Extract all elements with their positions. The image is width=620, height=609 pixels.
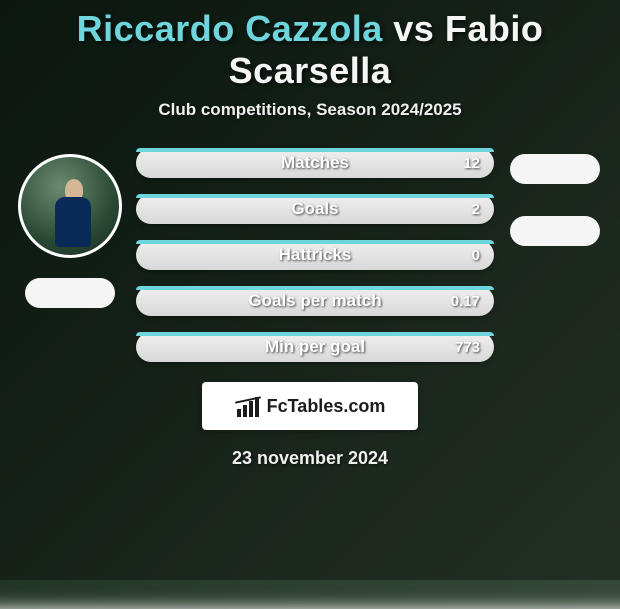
player1-pill xyxy=(25,278,115,308)
brand-box[interactable]: FcTables.com xyxy=(202,382,418,430)
date-text: 23 november 2024 xyxy=(0,448,620,469)
stat-right-value: 2 xyxy=(472,201,480,218)
player2-pill-2 xyxy=(510,216,600,246)
player2-pill-1 xyxy=(510,154,600,184)
stat-label: Hattricks xyxy=(279,245,352,265)
stat-right-value: 12 xyxy=(463,155,480,172)
stat-row: Matches 12 xyxy=(136,148,494,178)
stat-right-value: 0 xyxy=(472,247,480,264)
stat-right-value: 773 xyxy=(455,339,480,356)
stat-label: Goals per match xyxy=(248,291,381,311)
stat-right-value: 0.17 xyxy=(451,293,480,310)
main-row: Matches 12 Goals 2 Hattricks 0 Goals per match… xyxy=(0,148,620,362)
subtitle: Club competitions, Season 2024/2025 xyxy=(0,100,620,120)
stat-row: Goals 2 xyxy=(136,194,494,224)
player1-name: Riccardo Cazzola xyxy=(77,8,383,49)
stat-accent-bar xyxy=(136,194,494,198)
stat-accent-bar xyxy=(136,332,494,336)
page-title: Riccardo Cazzola vs Fabio Scarsella xyxy=(0,8,620,92)
stat-accent-bar xyxy=(136,240,494,244)
content-wrapper: Riccardo Cazzola vs Fabio Scarsella Club… xyxy=(0,0,620,469)
stat-label: Matches xyxy=(281,153,349,173)
stat-label: Min per goal xyxy=(265,337,365,357)
vs-text: vs xyxy=(393,8,434,49)
player1-photo xyxy=(18,154,122,258)
stat-accent-bar xyxy=(136,286,494,290)
chart-icon xyxy=(235,395,261,417)
stat-row: Goals per match 0.17 xyxy=(136,286,494,316)
stats-column: Matches 12 Goals 2 Hattricks 0 Goals per match… xyxy=(130,148,500,362)
right-column xyxy=(500,148,610,246)
stat-row: Min per goal 773 xyxy=(136,332,494,362)
left-column xyxy=(10,148,130,308)
stat-label: Goals xyxy=(291,199,338,219)
brand-text: FcTables.com xyxy=(267,396,386,417)
stat-accent-bar xyxy=(136,148,494,152)
stat-row: Hattricks 0 xyxy=(136,240,494,270)
